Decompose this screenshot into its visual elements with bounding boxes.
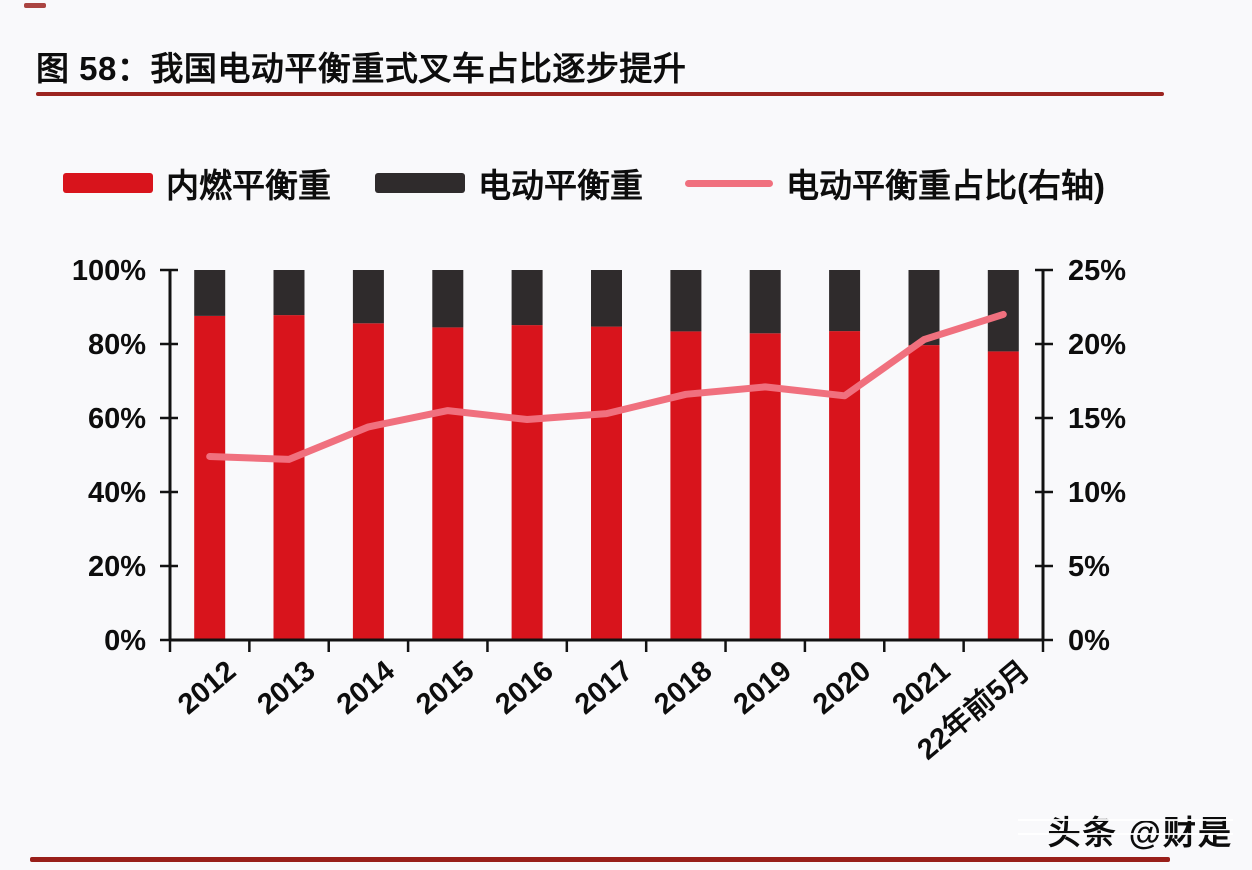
legend-item-2: 电动平衡重 [375,160,643,206]
axes [168,269,1045,642]
bar-segment-2013-electric [273,270,305,316]
bar-segment-2019-ic [749,333,781,640]
left-axis-label: 80% [88,329,146,361]
legend-color-swatch [375,173,465,193]
x-axis-label: 2012 [172,655,242,721]
bottom-red-rule [30,857,1170,862]
bars [194,270,1019,640]
x-axis-label: 2014 [331,655,401,721]
bar-segment-2018-ic [670,331,702,640]
bar-segment-2015-electric [432,270,464,328]
bar-segment-2021-ic [908,345,940,640]
x-axis-label: 2017 [569,655,639,721]
watermark-stripe [1018,833,1233,835]
left-axis-label: 60% [88,403,146,435]
left-axis-label: 20% [88,551,146,583]
legend-label: 内燃平衡重 [166,167,331,204]
bar-segment-22年前5月-electric [987,270,1019,352]
x-axis-label: 2020 [807,655,877,721]
bar-segment-2021-electric [908,270,940,346]
bar-segment-2018-electric [670,270,702,332]
watermark: 头条 @财是 [1047,814,1233,851]
bar-segment-2012-electric [194,270,226,316]
x-axis-label: 2018 [648,655,718,721]
bar-segment-2020-electric [829,270,861,332]
legend-line-swatch [685,179,773,187]
title-underline [36,92,1164,96]
right-axis-label: 5% [1068,551,1110,583]
bar-segment-2016-electric [511,270,543,326]
legend-label: 电动平衡重 [478,167,643,204]
x-axis-label: 2016 [490,655,560,721]
trend-line-electric-share [206,310,1007,463]
right-axis-label: 15% [1068,403,1126,435]
left-axis-label: 100% [72,255,146,287]
legend-item-3: 电动平衡重占比(右轴) [685,160,1105,206]
bar-segment-22年前5月-ic [987,351,1019,640]
right-axis-label: 10% [1068,477,1126,509]
chart-legend: 内燃平衡重 电动平衡重 电动平衡重占比(右轴) [0,160,1252,206]
bar-segment-2014-electric [352,270,384,324]
legend-item-1: 内燃平衡重 [63,160,331,206]
left-axis-label: 40% [88,477,146,509]
axis-ticks [160,268,1053,652]
bar-segment-2019-electric [749,270,781,334]
bar-segment-2012-ic [194,315,226,640]
bar-segment-2017-electric [591,270,622,327]
legend-label: 电动平衡重占比(右轴) [786,167,1105,204]
watermark-stripe [1018,819,1233,821]
x-axis-label: 2019 [728,655,798,721]
x-axis-label: 2021 [887,655,957,721]
bar-segment-2014-ic [352,323,384,640]
x-axis-label: 2015 [410,655,480,721]
left-axis-label: 0% [104,625,146,657]
right-axis-label: 0% [1068,625,1110,657]
bar-segment-2020-ic [829,331,861,640]
right-axis-label: 25% [1068,255,1126,287]
bar-segment-2017-ic [591,326,622,640]
legend-color-swatch [63,173,153,193]
bar-segment-2013-ic [273,315,305,640]
bar-segment-2016-ic [511,325,543,640]
top-left-red-mark [24,3,46,8]
bar-segment-2015-ic [432,327,464,640]
right-axis-label: 20% [1068,329,1126,361]
x-axis-label: 2013 [252,655,322,721]
figure-title: 图 58：我国电动平衡重式叉车占比逐步提升 [36,50,687,87]
